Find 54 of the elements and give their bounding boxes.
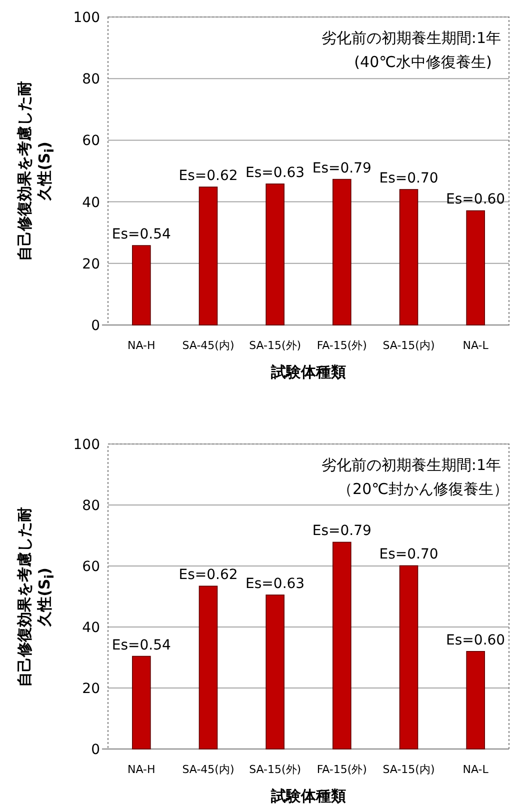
bar [466, 651, 485, 750]
y-tick-label: 0 [91, 318, 100, 334]
annotation: （20℃封かん修復養生） [338, 480, 508, 498]
annotation: Es=0.63 [246, 164, 305, 181]
x-tick-label: SA-15(外) [249, 339, 302, 352]
annotation: Es=0.60 [446, 632, 506, 648]
y-tick-label: 20 [82, 256, 100, 272]
y-tick-label: 40 [82, 194, 100, 211]
annotation: Es=0.79 [312, 523, 372, 540]
x-tick-label: NA-H [128, 339, 156, 352]
annotation: Es=0.54 [112, 637, 172, 654]
x-axis-title: 試験体種類 [270, 787, 346, 805]
y-tick-label: 80 [82, 72, 100, 88]
bar [132, 245, 151, 326]
x-tick-label: FA-15(外) [316, 763, 367, 776]
x-tick-label: NA-L [462, 763, 490, 776]
bar [132, 656, 151, 750]
y-tick-label: 40 [82, 620, 100, 636]
bar [198, 186, 218, 326]
y-tick-label: 60 [82, 559, 100, 575]
annotation: Es=0.63 [246, 576, 305, 592]
y-tick-label: 80 [82, 498, 100, 514]
annotation: Es=0.70 [379, 546, 438, 563]
x-tick-label: SA-15(外) [249, 763, 302, 776]
x-tick-label: NA-L [462, 339, 490, 352]
x-axis-title: 試験体種類 [270, 363, 346, 381]
y-tick-label: 100 [73, 10, 100, 26]
annotation: Es=0.60 [446, 192, 506, 208]
y-tick-label: 20 [82, 681, 100, 697]
bar [266, 184, 284, 326]
y-tick-label: 100 [73, 437, 100, 453]
y-tick-label: 60 [82, 133, 100, 150]
bar [332, 542, 352, 750]
x-tick-label: SA-45(内) [182, 339, 234, 352]
bar [332, 178, 352, 326]
annotation: Es=0.54 [112, 226, 172, 243]
annotation: Es=0.62 [178, 567, 238, 584]
bar [466, 210, 485, 326]
annotation: 劣化前の初期養生期間:1年 [321, 29, 501, 47]
x-tick-label: SA-15(内) [382, 339, 435, 352]
annotation: Es=0.62 [178, 168, 238, 184]
annotation: 劣化前の初期養生期間:1年 [321, 456, 501, 474]
annotation: (40℃水中修復養生) [354, 53, 492, 71]
bar [198, 586, 218, 750]
bar [266, 594, 284, 750]
annotation: Es=0.70 [379, 170, 438, 186]
annotation: Es=0.79 [312, 160, 372, 176]
x-tick-label: FA-15(外) [316, 339, 367, 352]
x-tick-label: SA-15(内) [382, 763, 435, 776]
x-tick-label: NA-H [128, 763, 156, 776]
bar [399, 189, 418, 326]
x-tick-label: SA-45(内) [182, 763, 234, 776]
bar [399, 565, 418, 750]
y-tick-label: 0 [91, 742, 100, 758]
